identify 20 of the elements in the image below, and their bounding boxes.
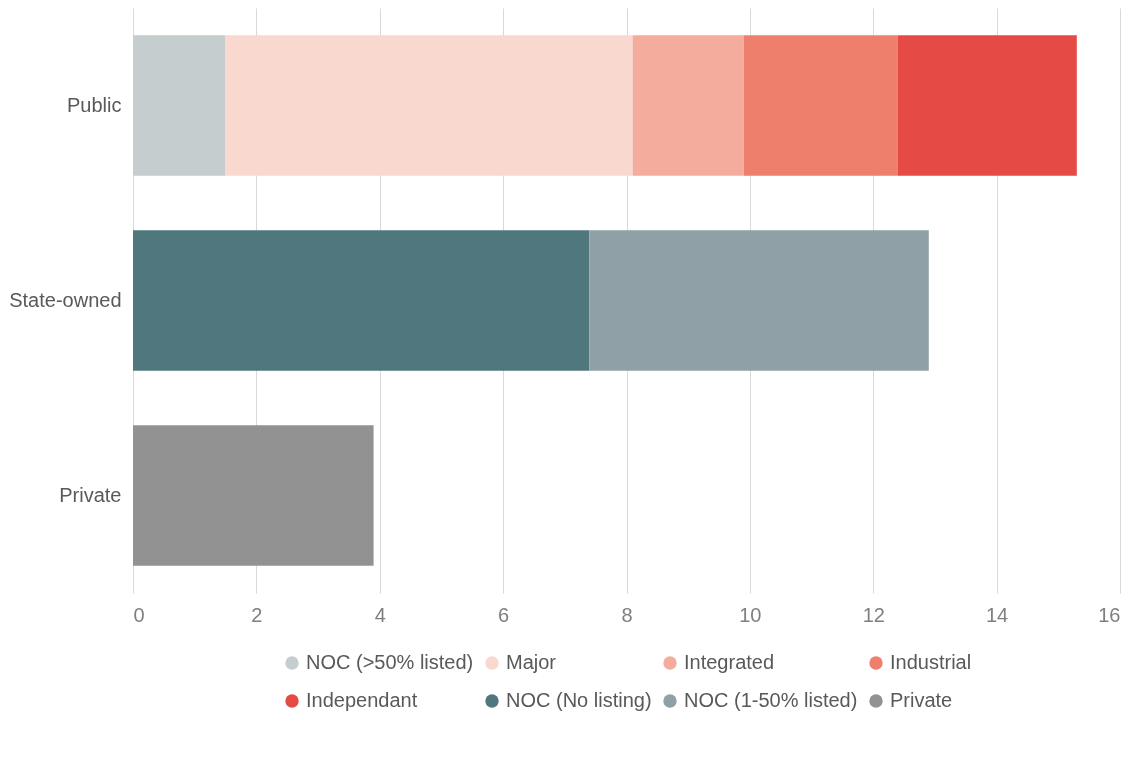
x-tick-label: 14	[986, 603, 1009, 626]
legend-label: NOC (>50% listed)	[306, 651, 474, 673]
x-tick-label: 10	[739, 603, 762, 626]
x-tick-label: 12	[862, 603, 885, 626]
x-tick-label: 2	[251, 603, 263, 626]
y-tick-label: Private	[59, 483, 122, 506]
legend-label: Industrial	[890, 651, 972, 673]
x-tick-label: 8	[621, 603, 633, 626]
x-tick-label: 0	[133, 603, 145, 626]
x-tick-label: 16	[1098, 603, 1121, 626]
legend-label: Private	[890, 689, 953, 711]
x-tick-label: 4	[374, 603, 386, 626]
legend-label: Integrated	[684, 651, 775, 673]
x-tick-label: 6	[498, 603, 510, 626]
legend-label: Major	[506, 651, 557, 673]
y-tick-label: State-owned	[9, 288, 122, 311]
legend-label: NOC (No listing)	[506, 689, 652, 711]
legend-label: Independant	[306, 689, 418, 711]
y-tick-label: Public	[67, 93, 122, 116]
legend-label: NOC (1-50% listed)	[684, 689, 858, 711]
